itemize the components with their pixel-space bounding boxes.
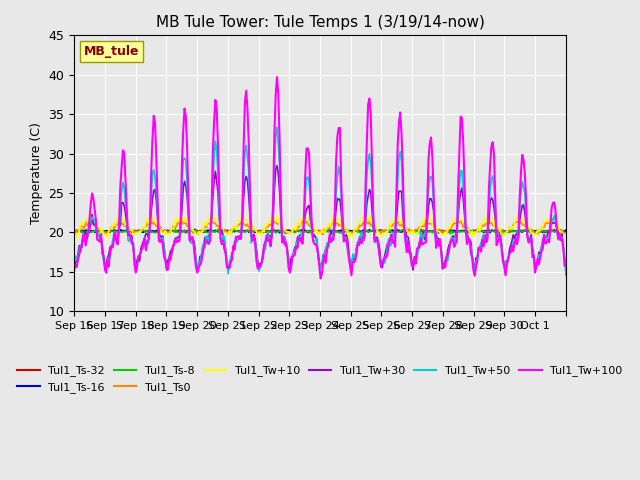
Tul1_Ts-16 (424, 228, 431, 234)
Tul1_Ts-16 (324, 228, 332, 234)
Tul1_Tw+10 (497, 231, 504, 237)
Tul1_Ts-16 (87, 228, 95, 233)
Tul1_Tw+50 (562, 272, 570, 278)
Tul1_Tw+100 (561, 263, 568, 269)
Tul1_Ts-8 (70, 229, 78, 235)
Tul1_Ts0 (88, 219, 96, 225)
Tul1_Ts-32 (339, 226, 346, 232)
Tul1_Ts0 (87, 217, 95, 223)
Y-axis label: Temperature (C): Temperature (C) (30, 122, 43, 224)
Title: MB Tule Tower: Tule Temps 1 (3/19/14-now): MB Tule Tower: Tule Temps 1 (3/19/14-now… (156, 15, 484, 30)
Tul1_Tw+30 (70, 270, 78, 276)
Tul1_Ts-16 (102, 228, 110, 234)
Tul1_Tw+50 (559, 244, 567, 250)
Line: Tul1_Tw+10: Tul1_Tw+10 (74, 215, 566, 239)
Tul1_Tw+100 (562, 262, 570, 268)
Line: Tul1_Tw+30: Tul1_Tw+30 (74, 166, 566, 273)
Tul1_Ts0 (104, 230, 111, 236)
Tul1_Tw+10 (424, 215, 431, 221)
Tul1_Tw+10 (87, 213, 95, 219)
Line: Tul1_Tw+50: Tul1_Tw+50 (74, 127, 566, 275)
Tul1_Ts-16 (70, 229, 78, 235)
Line: Tul1_Ts-8: Tul1_Ts-8 (74, 229, 566, 234)
Tul1_Ts-32 (424, 228, 431, 233)
Tul1_Tw+50 (422, 235, 430, 240)
Text: MB_tule: MB_tule (84, 45, 140, 58)
Tul1_Ts-16 (406, 230, 414, 236)
Tul1_Ts-16 (562, 227, 570, 233)
Tul1_Ts-8 (561, 229, 568, 235)
Tul1_Tw+50 (87, 218, 95, 224)
Tul1_Tw+100 (326, 232, 333, 238)
Tul1_Ts-16 (497, 228, 504, 234)
Tul1_Ts-32 (323, 228, 331, 234)
Tul1_Ts-8 (562, 230, 570, 236)
Tul1_Ts-16 (561, 228, 568, 234)
Tul1_Ts-8 (214, 227, 222, 232)
Tul1_Tw+100 (424, 202, 431, 207)
Tul1_Tw+100 (317, 276, 324, 281)
Legend: Tul1_Ts-32, Tul1_Ts-16, Tul1_Ts-8, Tul1_Ts0, Tul1_Tw+10, Tul1_Tw+30, Tul1_Tw+50,: Tul1_Ts-32, Tul1_Ts-16, Tul1_Ts-8, Tul1_… (13, 361, 627, 397)
Tul1_Ts0 (70, 230, 78, 236)
Tul1_Tw+50 (70, 261, 78, 267)
Tul1_Tw+50 (324, 240, 332, 246)
Tul1_Tw+30 (559, 245, 567, 251)
Tul1_Tw+100 (273, 74, 281, 80)
Tul1_Ts-32 (406, 229, 414, 235)
Tul1_Tw+10 (562, 232, 570, 238)
Tul1_Tw+30 (495, 230, 503, 236)
Tul1_Tw+100 (497, 233, 504, 239)
Tul1_Tw+30 (273, 163, 281, 168)
Tul1_Tw+50 (495, 232, 503, 238)
Tul1_Ts-8 (498, 231, 506, 237)
Tul1_Ts-32 (562, 228, 570, 234)
Tul1_Ts-8 (324, 229, 332, 235)
Tul1_Ts-8 (495, 228, 503, 234)
Tul1_Tw+10 (345, 236, 353, 241)
Tul1_Tw+30 (562, 264, 570, 270)
Tul1_Tw+50 (273, 124, 281, 130)
Tul1_Tw+100 (87, 201, 95, 206)
Tul1_Ts0 (422, 218, 430, 224)
Tul1_Ts-32 (102, 228, 110, 234)
Tul1_Tw+10 (148, 212, 156, 217)
Tul1_Ts-32 (497, 228, 504, 234)
Line: Tul1_Ts-16: Tul1_Ts-16 (74, 229, 566, 233)
Tul1_Ts-8 (87, 230, 95, 236)
Tul1_Ts0 (495, 228, 503, 233)
Tul1_Tw+30 (102, 261, 110, 267)
Tul1_Ts-32 (561, 229, 568, 235)
Tul1_Tw+10 (324, 221, 332, 227)
Tul1_Tw+100 (70, 266, 78, 272)
Tul1_Tw+30 (87, 221, 95, 227)
Tul1_Ts-32 (70, 228, 78, 233)
Line: Tul1_Ts0: Tul1_Ts0 (74, 220, 566, 235)
Tul1_Tw+10 (102, 232, 110, 238)
Tul1_Ts-8 (102, 230, 110, 236)
Tul1_Ts0 (561, 230, 568, 236)
Tul1_Tw+30 (324, 242, 332, 248)
Line: Tul1_Tw+100: Tul1_Tw+100 (74, 77, 566, 278)
Tul1_Ts-8 (422, 228, 430, 234)
Tul1_Ts-16 (191, 227, 198, 232)
Tul1_Tw+50 (102, 260, 110, 266)
Tul1_Tw+10 (561, 231, 568, 237)
Line: Tul1_Ts-32: Tul1_Ts-32 (74, 229, 566, 232)
Tul1_Tw+100 (102, 270, 110, 276)
Tul1_Ts0 (562, 231, 570, 237)
Tul1_Ts-32 (87, 229, 95, 235)
Tul1_Ts0 (500, 232, 508, 238)
Tul1_Tw+30 (422, 233, 430, 239)
Tul1_Tw+10 (70, 230, 78, 236)
Tul1_Ts0 (324, 226, 332, 231)
